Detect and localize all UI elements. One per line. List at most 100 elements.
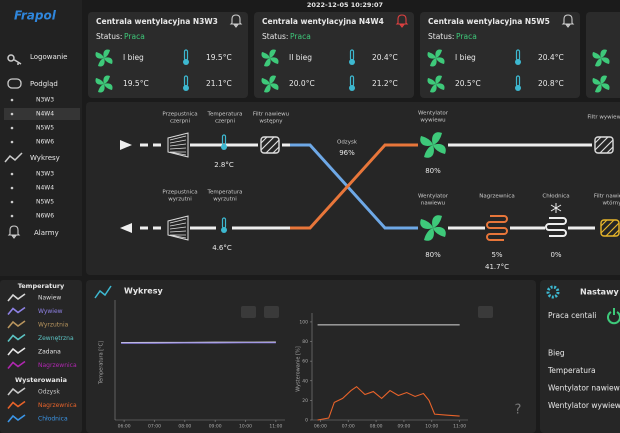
- help[interactable]: ?: [515, 403, 522, 418]
- component-label: nawiewu: [421, 201, 445, 207]
- x-tick-label: 11:00: [453, 424, 466, 430]
- component-label: Odzysk: [337, 140, 358, 146]
- legend-item[interactable]: Nagrzewnica: [38, 362, 77, 369]
- component-label: wstępny: [259, 119, 283, 125]
- menu-item[interactable]: Logowanie: [30, 53, 68, 61]
- status: Praca: [290, 32, 311, 41]
- legend-item[interactable]: Nawiew: [38, 295, 61, 302]
- menu-subitem[interactable]: N5W5: [36, 125, 54, 132]
- temperature: 20.4°C: [372, 53, 398, 62]
- bullet: [10, 98, 14, 102]
- arrow-in: [120, 140, 132, 150]
- legend-swatch: [7, 400, 26, 410]
- component-value: 2.8°C: [214, 161, 234, 169]
- button[interactable]: [478, 306, 493, 318]
- status-label: Status:: [96, 32, 122, 41]
- legend-item[interactable]: Odzysk: [38, 389, 60, 396]
- bullet: [10, 112, 14, 116]
- menu-subitem[interactable]: N5W5: [36, 199, 54, 206]
- card-title: Centrala wentylacyjna N3W3: [96, 17, 218, 26]
- series-line: [121, 341, 276, 344]
- y-tick-label: 40: [302, 378, 308, 384]
- component-label: Filtr wywiewu: [587, 115, 620, 121]
- menu-item[interactable]: Alarmy: [34, 229, 59, 237]
- status: Praca: [456, 32, 477, 41]
- series-line: [317, 385, 460, 421]
- cooler-icon: [545, 217, 567, 237]
- key-icon: [7, 54, 22, 65]
- status-label: Status:: [428, 32, 454, 41]
- setting-label: Wentylator nawiewu: [548, 384, 620, 393]
- menu-subitem[interactable]: N3W3: [36, 97, 54, 104]
- legend-item[interactable]: Wyrzutnia: [38, 322, 69, 329]
- component-value: 80%: [425, 251, 441, 259]
- menu-subitem[interactable]: N4W4: [36, 185, 54, 192]
- component-label: Temperatura: [207, 112, 243, 118]
- component-value: 4.6°C: [212, 244, 232, 252]
- legend-item[interactable]: Nagrzewnica: [38, 402, 77, 409]
- legend-panel: [0, 280, 82, 433]
- chart-panel: [86, 280, 536, 433]
- bullet: [10, 126, 14, 130]
- component-label: czerpni: [170, 119, 191, 125]
- unit-card[interactable]: [254, 12, 414, 98]
- x-tick-label: 11:00: [269, 424, 282, 430]
- menu-item[interactable]: Wykresy: [30, 154, 60, 162]
- setting-label: Praca centali: [548, 311, 596, 320]
- component-label: Przepustnica: [162, 112, 197, 118]
- chart-icon: [4, 152, 23, 163]
- legend-title: Temperatury: [18, 282, 65, 290]
- heater-icon: [486, 215, 508, 241]
- x-tick-label: 06:00: [118, 424, 131, 430]
- legend-item[interactable]: Chłodnica: [38, 416, 68, 423]
- component-value: 41.7°C: [485, 263, 509, 271]
- status-label: Status:: [262, 32, 288, 41]
- legend-item[interactable]: Zadana: [38, 349, 61, 356]
- bullet: [10, 140, 14, 144]
- component-label: Wentylator: [418, 194, 449, 200]
- legend-item[interactable]: Wywiew: [38, 308, 63, 315]
- y-tick-label: 20: [302, 398, 308, 404]
- bullet: [10, 214, 14, 218]
- component-label: czerpni: [215, 119, 236, 125]
- active-row: [4, 108, 80, 120]
- menu-subitem[interactable]: N6W6: [36, 213, 54, 220]
- menu-item[interactable]: Podgląd: [30, 80, 58, 88]
- button[interactable]: [264, 306, 279, 318]
- component-label: Filtr nawiewu: [253, 112, 289, 118]
- y-tick-label: 100: [299, 319, 308, 325]
- unit-card[interactable]: [420, 12, 580, 98]
- x-tick-label: 06:00: [314, 424, 327, 430]
- menu-subitem[interactable]: N3W3: [36, 171, 54, 178]
- legend-swatch: [7, 320, 26, 329]
- component-value: 0%: [550, 251, 561, 259]
- y-tick-label: 80: [302, 339, 308, 345]
- component-label: wtórny: [603, 200, 620, 207]
- button[interactable]: [241, 306, 256, 318]
- component-label: Wentylator: [418, 111, 449, 117]
- chart-icon: [94, 285, 112, 299]
- unit-card[interactable]: [88, 12, 248, 98]
- bullet: [10, 172, 14, 176]
- axis-label: Wysterowanie [%]: [296, 346, 302, 392]
- legend-title: Wysterowania: [15, 376, 67, 384]
- card-title: Centrala wentylacyjna N5W5: [428, 17, 550, 26]
- gear: II bieg: [289, 53, 312, 62]
- x-tick-label: 08:00: [370, 424, 383, 430]
- component-value: 5%: [491, 251, 502, 259]
- component-value: 80%: [425, 167, 441, 175]
- setting-label: Wentylator wywiewu: [548, 401, 620, 410]
- x-tick-label: 09:00: [209, 424, 222, 430]
- menu-subitem[interactable]: N4W4: [36, 111, 54, 118]
- legend-swatch: [7, 293, 26, 302]
- gear: I bieg: [455, 53, 476, 62]
- x-tick-label: 10:00: [425, 424, 438, 430]
- menu-subitem[interactable]: N6W6: [36, 139, 54, 146]
- temperature: 20.0°C: [289, 79, 315, 88]
- x-tick-label: 08:00: [178, 424, 191, 430]
- legend-item[interactable]: Zewnętrzna: [38, 335, 74, 342]
- legend-swatch: [7, 387, 26, 396]
- arrow-out: [120, 223, 132, 233]
